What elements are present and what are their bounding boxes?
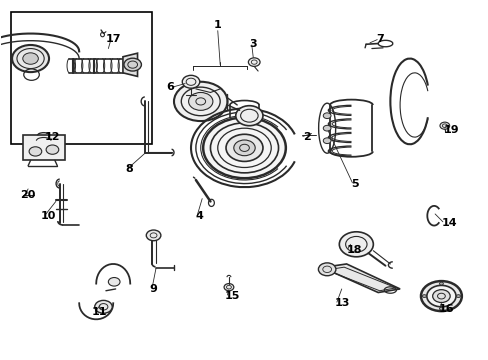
Circle shape	[203, 117, 285, 178]
Circle shape	[123, 58, 141, 71]
Text: 19: 19	[443, 125, 459, 135]
Text: 6: 6	[166, 82, 174, 92]
Circle shape	[248, 58, 260, 66]
Circle shape	[323, 125, 330, 131]
Text: 20: 20	[20, 190, 35, 200]
Circle shape	[426, 285, 455, 307]
Circle shape	[432, 290, 449, 302]
Text: 2: 2	[302, 132, 310, 142]
Text: 15: 15	[224, 291, 240, 301]
Circle shape	[439, 307, 443, 310]
Text: 5: 5	[351, 179, 358, 189]
Text: 14: 14	[441, 218, 456, 228]
Text: 3: 3	[249, 39, 257, 49]
Circle shape	[456, 295, 459, 297]
Text: 12: 12	[45, 132, 61, 142]
Text: 11: 11	[91, 307, 106, 317]
Circle shape	[318, 263, 335, 276]
Circle shape	[339, 232, 372, 257]
Circle shape	[23, 53, 38, 64]
Polygon shape	[322, 264, 399, 293]
Circle shape	[146, 230, 161, 241]
Circle shape	[233, 140, 255, 156]
Text: 1: 1	[213, 20, 221, 30]
Circle shape	[422, 295, 426, 297]
Polygon shape	[122, 53, 137, 76]
Circle shape	[182, 75, 200, 88]
Text: 7: 7	[375, 34, 383, 44]
Text: 16: 16	[438, 303, 454, 314]
Circle shape	[225, 134, 263, 161]
Text: 10: 10	[40, 211, 56, 221]
Circle shape	[108, 278, 120, 286]
Circle shape	[174, 82, 227, 121]
FancyBboxPatch shape	[11, 12, 152, 144]
Text: 9: 9	[149, 284, 157, 294]
Circle shape	[420, 281, 461, 311]
Circle shape	[439, 282, 443, 285]
Text: 17: 17	[106, 34, 121, 44]
Polygon shape	[23, 135, 64, 160]
Text: 18: 18	[346, 245, 362, 255]
Circle shape	[439, 122, 449, 129]
Circle shape	[46, 145, 59, 154]
Circle shape	[95, 300, 112, 313]
Text: 13: 13	[334, 298, 349, 308]
Circle shape	[323, 138, 330, 144]
Circle shape	[235, 106, 263, 126]
Text: 8: 8	[125, 164, 133, 174]
Circle shape	[188, 93, 212, 111]
Text: 4: 4	[196, 211, 203, 221]
Circle shape	[323, 113, 330, 118]
Circle shape	[224, 284, 233, 291]
Circle shape	[29, 147, 41, 156]
Circle shape	[12, 45, 49, 72]
